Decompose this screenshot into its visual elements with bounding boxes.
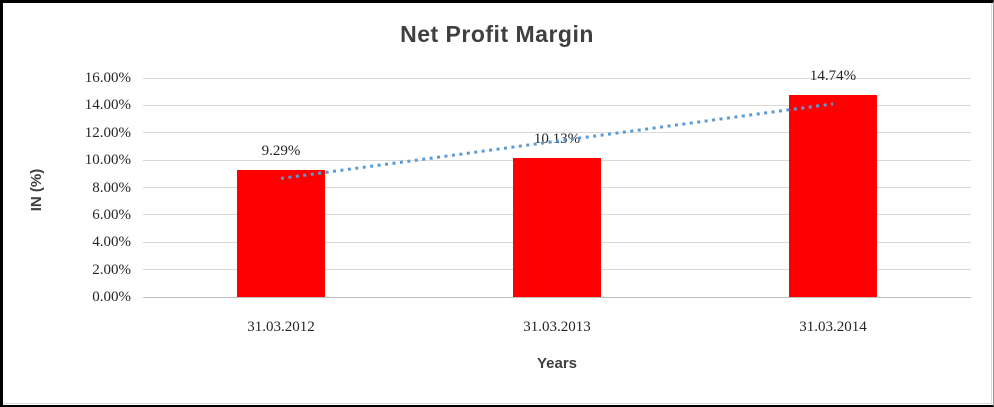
y-tick-label: 12.00%: [84, 124, 131, 141]
bar-data-label: 10.13%: [533, 131, 581, 148]
x-tick-label: 31.03.2012: [247, 319, 315, 335]
bar: [513, 158, 601, 297]
y-tick-label: 14.00%: [84, 97, 131, 114]
gridline: [143, 296, 971, 298]
y-tick-label: 0.00%: [92, 289, 131, 305]
bar-data-label: 9.29%: [261, 142, 301, 159]
y-tick-label: 6.00%: [92, 206, 131, 223]
x-axis-title: Years: [536, 355, 578, 372]
bar: [237, 169, 325, 297]
x-tick-label: 31.03.2014: [799, 319, 867, 335]
y-tick-label: 10.00%: [84, 152, 131, 169]
gridline: [143, 77, 971, 79]
y-tick-label: 2.00%: [92, 261, 131, 278]
chart-title: Net Profit Margin: [400, 21, 594, 47]
bar: [789, 95, 877, 297]
y-tick-label: 8.00%: [92, 179, 131, 196]
bar-data-label: 14.74%: [809, 68, 857, 85]
y-tick-label: 16.00%: [84, 70, 131, 86]
y-tick-label: 4.00%: [92, 234, 131, 251]
x-tick-label: 31.03.2013: [523, 319, 591, 335]
